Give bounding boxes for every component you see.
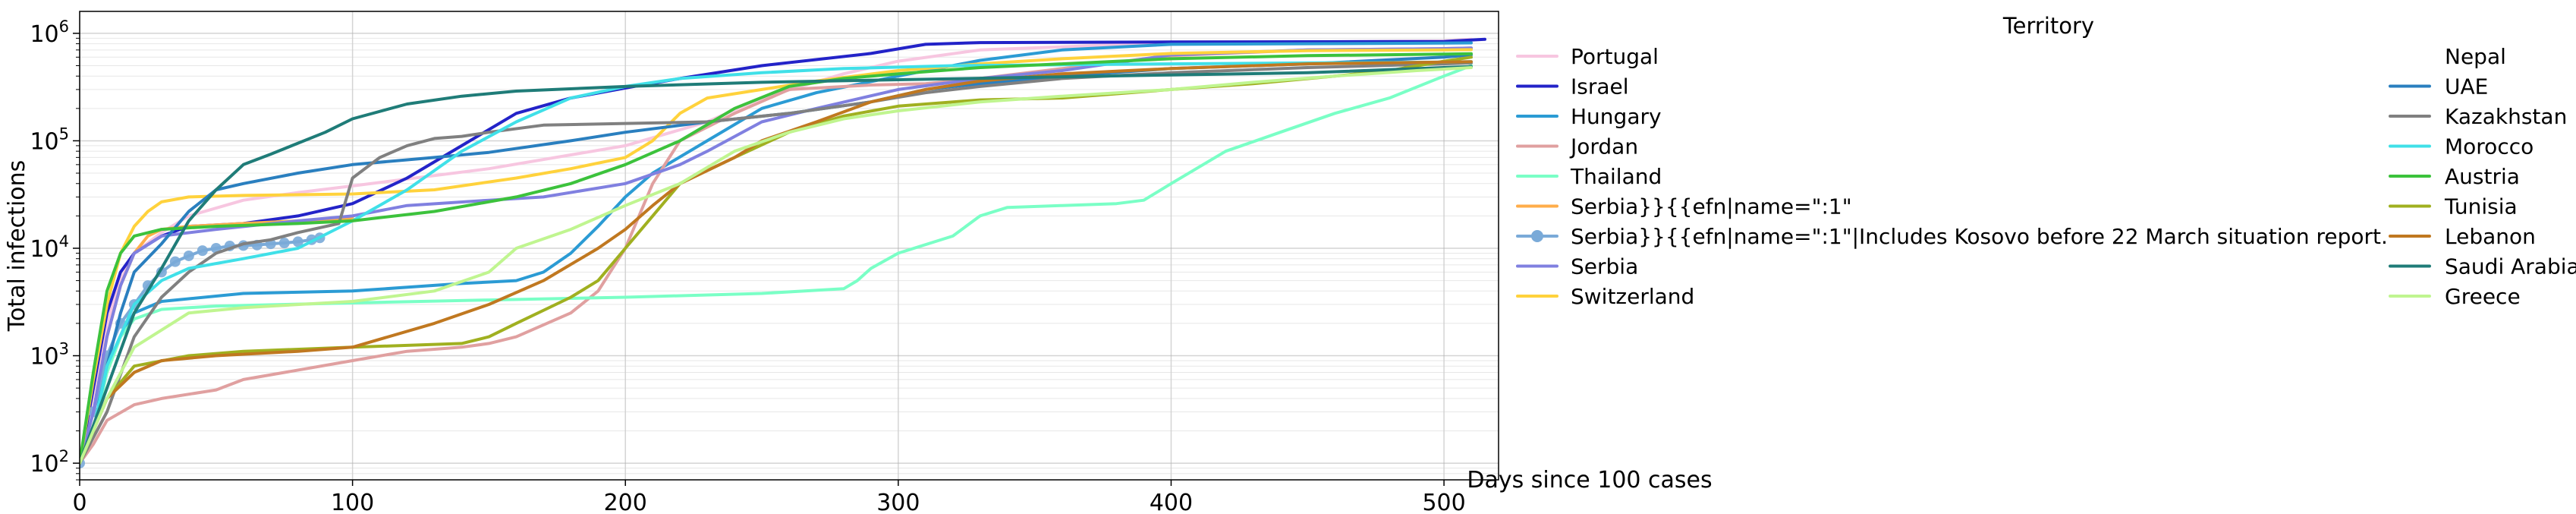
x-axis-label: Days since 100 cases: [1467, 467, 1712, 494]
x-tick-label: 0: [72, 490, 86, 514]
series-line-4: [80, 64, 1473, 465]
y-tick-label: 103: [30, 340, 69, 371]
legend-label: Nepal: [2445, 44, 2506, 69]
y-tick-label: 105: [30, 125, 69, 155]
legend-label: Hungary: [1571, 104, 1662, 129]
legend-label: Israel: [1571, 74, 1629, 99]
legend-label: Tunisia: [2444, 194, 2518, 219]
series-line-12: [80, 60, 1473, 465]
legend: Territory Portugal Israel Hungary Jordan Tha…: [1516, 13, 2576, 309]
y-axis: 102 103 104 105 106: [30, 17, 80, 481]
legend-label: UAE: [2445, 74, 2488, 99]
y-axis-label: Total infections: [4, 160, 30, 333]
x-tick-label: 500: [1422, 490, 1465, 514]
series-line-11: [80, 61, 1473, 465]
legend-label: Serbia}}{{efn|name=":1": [1571, 194, 1852, 219]
legend-label: Austria: [2445, 164, 2520, 189]
legend-label: Saudi Arabia: [2445, 254, 2576, 279]
legend-label: Lebanon: [2445, 224, 2536, 249]
x-tick-label: 300: [876, 490, 920, 514]
series-point: [169, 256, 181, 267]
legend-label: Kazakhstan: [2445, 104, 2567, 129]
series-line-7: [80, 46, 1473, 465]
x-tick-label: 100: [331, 490, 374, 514]
series-point: [197, 245, 208, 257]
plot-area: 0 100 200 300 400 500 102 103 104 105 106: [30, 11, 1499, 514]
series-line-17: [80, 66, 1473, 465]
y-tick-label: 104: [30, 232, 69, 263]
y-tick-label: 106: [30, 17, 69, 48]
x-axis: 0 100 200 300 400 500: [72, 480, 1466, 514]
legend-label: Portugal: [1571, 44, 1659, 69]
legend-label: Jordan: [1569, 134, 1638, 159]
legend-label: Thailand: [1570, 164, 1662, 189]
series-point: [292, 236, 304, 248]
legend-label: Switzerland: [1571, 284, 1694, 309]
legend-label: Serbia}}{{efn|name=":1"|Includes Kosovo …: [1571, 224, 2388, 249]
legend-marker: [1531, 230, 1543, 242]
legend-label: Greece: [2445, 284, 2521, 309]
series-layer: [80, 37, 1486, 469]
y-tick-label: 102: [30, 447, 69, 478]
series-line-16: [80, 65, 1473, 465]
legend-label: Serbia: [1571, 254, 1638, 279]
x-tick-label: 400: [1150, 490, 1193, 514]
series-point: [278, 238, 290, 249]
series-line-15: [80, 60, 1473, 465]
plot-frame: [79, 11, 1499, 481]
series-point: [183, 250, 194, 261]
legend-title: Territory: [2002, 13, 2094, 39]
legend-label: Morocco: [2445, 134, 2534, 159]
grid: [79, 11, 1499, 481]
series-line-8: [80, 48, 1473, 465]
series-line-13: [80, 52, 1473, 465]
x-tick-label: 200: [604, 490, 647, 514]
series-line-1: [80, 37, 1486, 465]
